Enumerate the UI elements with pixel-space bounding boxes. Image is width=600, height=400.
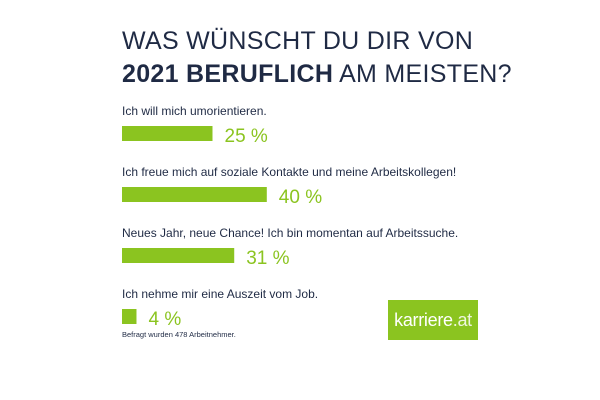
logo-tld: .at: [452, 309, 472, 330]
karriere-logo: karriere .at: [388, 300, 478, 340]
value-label: 25 %: [225, 126, 268, 147]
chart-title-line2: 2021 BERUFLICH AM MEISTEN?: [122, 59, 512, 89]
category-label: Ich nehme mir eine Auszeit vom Job.: [122, 287, 318, 301]
value-label: 40 %: [279, 187, 322, 208]
category-label: Ich freue mich auf soziale Kontakte und …: [122, 165, 456, 179]
bar: [122, 248, 235, 263]
value-label: 4 %: [148, 309, 181, 330]
logo-name: karriere: [394, 309, 453, 330]
category-label: Ich will mich umorientieren.: [122, 104, 267, 118]
footnote: Befragt wurden 478 Arbeitnehmer.: [122, 330, 236, 339]
bar: [122, 187, 267, 202]
category-label: Neues Jahr, neue Chance! Ich bin momenta…: [122, 226, 458, 240]
chart-title-rest: AM MEISTEN?: [339, 60, 512, 88]
bar: [122, 126, 213, 141]
chart-title-line1: WAS WÜNSCHT DU DIR VON: [122, 27, 474, 55]
chart-title-bold: 2021 BERUFLICH: [122, 60, 334, 88]
bar: [122, 309, 137, 324]
value-label: 31 %: [246, 248, 289, 269]
